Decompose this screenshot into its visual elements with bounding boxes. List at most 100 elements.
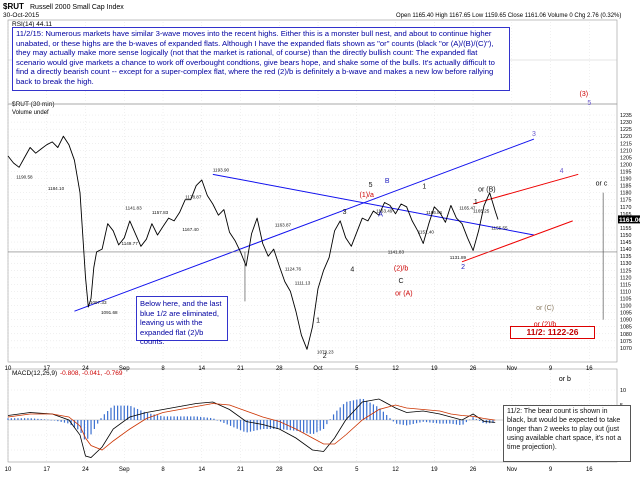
macd-histogram-bar: [113, 405, 115, 420]
macd-histogram-bar: [186, 416, 188, 420]
macd-time-tick-label: 16: [586, 467, 593, 473]
macd-histogram-bar: [465, 420, 468, 423]
macd-time-tick-label: 17: [43, 467, 50, 473]
macd-histogram-bar: [30, 418, 32, 420]
price-tick-label: 1195: [620, 170, 631, 176]
macd-histogram-bar: [123, 405, 125, 420]
macd-histogram-bar: [130, 406, 132, 420]
macd-histogram-bar: [173, 416, 175, 420]
macd-histogram-bar: [67, 420, 69, 424]
macd-histogram-bar: [47, 419, 49, 421]
macd-histogram-bar: [43, 419, 46, 420]
macd-histogram-bar: [273, 420, 275, 429]
macd-histogram-bar: [259, 420, 262, 430]
macd-histogram-bar: [60, 420, 62, 422]
time-tick-label: Oct: [313, 366, 323, 372]
wave-label: 4: [560, 168, 564, 175]
price-tick-label: 1180: [620, 191, 631, 197]
wave-label: or c: [596, 181, 608, 188]
macd-time-tick-label: 5: [355, 467, 359, 473]
macd-histogram-bar: [269, 420, 272, 429]
macd-histogram-bar: [140, 410, 142, 420]
macd-histogram-bar: [239, 420, 242, 431]
macd-histogram-bar: [412, 420, 414, 424]
macd-histogram-bar: [213, 418, 215, 420]
header-symbol: $RUT: [3, 2, 24, 11]
macd-histogram-bar: [266, 420, 268, 429]
price-tick-label: 1075: [620, 339, 632, 345]
wave-label: A: [378, 212, 383, 219]
price-tick-label: 1140: [620, 247, 631, 253]
macd-time-tick-label: Oct: [313, 467, 323, 473]
macd-histogram-bar: [293, 420, 295, 431]
macd-histogram-bar: [246, 420, 248, 433]
time-tick-label: 19: [431, 366, 438, 372]
macd-histogram-bar: [359, 398, 361, 420]
price-value-annotation: 1166.81: [426, 210, 443, 215]
macd-histogram-bar: [319, 420, 321, 431]
time-tick-label: 17: [43, 366, 50, 372]
macd-histogram-bar: [472, 417, 474, 420]
macd-histogram-bar: [107, 411, 109, 420]
macd-histogram-bar: [372, 404, 374, 420]
wave-label: 1: [316, 317, 320, 324]
macd-histogram-bar: [226, 420, 228, 425]
macd-histogram-bar: [133, 407, 135, 420]
price-value-annotation: 1157.83: [152, 210, 169, 215]
macd-histogram-bar: [279, 420, 281, 430]
price-value-annotation: 1155.55: [491, 225, 508, 230]
macd-histogram-bar: [425, 420, 428, 423]
macd-histogram-bar: [63, 420, 66, 423]
macd-histogram-bar: [316, 420, 318, 433]
elimination-note: Below here, and the last blue 1/2 are el…: [136, 296, 228, 346]
macd-histogram-bar: [299, 420, 301, 432]
price-tick-label: 1090: [620, 318, 632, 324]
macd-histogram-bar: [40, 419, 42, 420]
wave-label: or (C): [536, 305, 554, 312]
macd-histogram-bar: [156, 415, 159, 420]
time-tick-label: 16: [586, 366, 593, 372]
macd-histogram-bar: [475, 419, 477, 420]
annotations: 1190.58 1184.10 1097.33 1091.68 1141.83 1157.…: [16, 91, 608, 360]
time-tick-label: 5: [355, 366, 359, 372]
macd-histogram-bar: [100, 418, 102, 420]
wave-label: C: [399, 278, 404, 285]
rsi-label: RSI(14) 44.11: [12, 21, 52, 28]
macd-histogram-bar: [449, 420, 451, 424]
wave-label: 5: [587, 100, 591, 107]
macd-histogram-bar: [399, 420, 401, 425]
macd-time-tick-label: 24: [82, 467, 89, 473]
macd-histogram-bar: [57, 420, 59, 422]
last-price-label: 1161.06: [619, 217, 640, 224]
macd-histogram-bar: [10, 418, 12, 420]
macd-histogram-bar: [309, 420, 311, 434]
macd-histogram-bar: [313, 420, 315, 434]
macd-histogram-bar: [429, 420, 431, 423]
wave-label: or (B): [478, 186, 496, 193]
price-value-annotation: 1131.89: [450, 255, 467, 260]
macd-histogram-bar: [143, 411, 145, 420]
price-value-annotation: 1178.87: [185, 194, 202, 199]
macd-histogram-bar: [329, 419, 331, 420]
price-tick-label: 1115: [620, 282, 631, 288]
red-lower-channel: [461, 220, 573, 263]
wave-label: (1)/a: [360, 192, 375, 199]
wave-label: 1: [474, 199, 478, 206]
macd-histogram-bar: [210, 417, 212, 420]
macd-time-tick-label: 19: [431, 467, 438, 473]
price-tick-label: 1085: [620, 325, 632, 331]
wave-label: 5: [369, 182, 373, 189]
price-value-annotation: 1184.10: [48, 186, 65, 191]
macd-histogram-bar: [117, 405, 119, 420]
macd-histogram-bar: [392, 420, 394, 422]
price-tick-label: 1200: [620, 162, 632, 168]
macd-histogram-bar: [93, 420, 95, 429]
macd-histogram-bar: [382, 411, 384, 420]
price-tick-label: 1095: [620, 311, 632, 317]
last-price-box: [618, 215, 640, 224]
price-value-annotation: 1141.83: [125, 206, 142, 211]
price-tick-label: 1080: [620, 332, 632, 338]
macd-histogram-bar: [90, 420, 92, 435]
macd-histogram-bar: [432, 420, 434, 423]
